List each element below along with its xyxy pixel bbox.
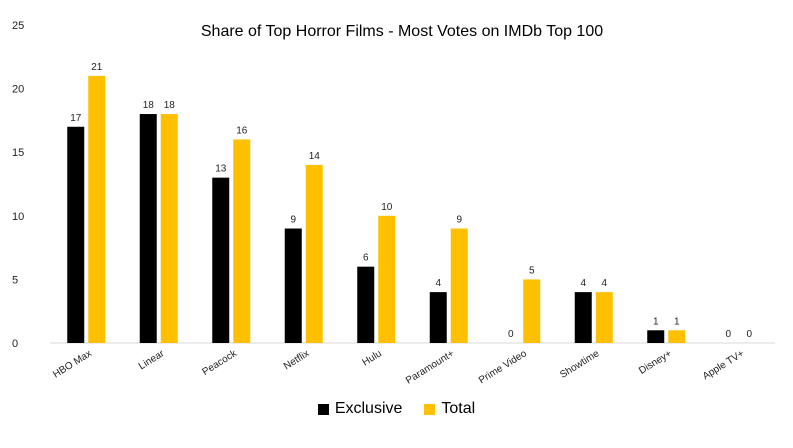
legend-swatch-total — [424, 403, 436, 415]
y-tick-label: 10 — [12, 211, 24, 223]
x-tick-label: Apple TV+ — [701, 348, 747, 382]
bar-exclusive — [647, 330, 665, 343]
y-tick-label: 15 — [12, 147, 24, 159]
data-label-exclusive: 4 — [580, 278, 586, 289]
x-tick-label: Paramount+ — [404, 348, 456, 386]
x-tick-label: Linear — [137, 348, 167, 372]
bar-total — [305, 164, 323, 343]
y-tick-label: 25 — [12, 20, 24, 32]
x-tick-label: Peacock — [200, 348, 239, 378]
data-label-total: 1 — [674, 316, 680, 327]
bar-exclusive — [67, 126, 85, 343]
data-label-total: 4 — [601, 278, 607, 289]
bar-total — [668, 330, 686, 343]
y-tick-label: 0 — [12, 338, 18, 350]
data-label-exclusive: 17 — [70, 113, 82, 124]
x-axis-ticks: HBO Max Linear Peacock Netflix Hulu Paramount… — [51, 348, 746, 387]
data-label-exclusive: 0 — [508, 329, 514, 340]
data-label-exclusive: 9 — [290, 215, 296, 226]
data-label-exclusive: 13 — [215, 164, 227, 175]
y-tick-label: 5 — [12, 274, 18, 286]
data-label-exclusive: 0 — [725, 329, 731, 340]
chart-title: Share of Top Horror Films - Most Votes o… — [201, 23, 603, 40]
x-tick-label: Netflix — [282, 348, 311, 372]
data-label-total: 18 — [164, 100, 176, 111]
bar-exclusive — [574, 292, 592, 343]
bar-exclusive — [212, 177, 230, 343]
data-label-exclusive: 1 — [653, 316, 659, 327]
bars — [67, 75, 686, 343]
data-label-total: 16 — [236, 125, 248, 136]
bar-total — [523, 279, 541, 343]
x-tick-label: Disney+ — [637, 348, 674, 377]
y-tick-label: 20 — [12, 84, 24, 96]
x-tick-label: Prime Video — [477, 348, 529, 386]
data-label-exclusive: 18 — [143, 100, 155, 111]
data-label-total: 10 — [381, 202, 393, 213]
data-label-total: 21 — [91, 62, 103, 73]
bar-exclusive — [284, 228, 302, 343]
legend-label-total: Total — [441, 400, 476, 417]
data-label-total: 9 — [456, 215, 462, 226]
bar-total — [233, 139, 251, 343]
bar-total — [595, 292, 613, 343]
legend-label-exclusive: Exclusive — [334, 400, 403, 417]
x-tick-label: Showtime — [558, 348, 601, 381]
y-axis-ticks: 0 5 10 15 20 25 — [12, 20, 24, 350]
data-label-exclusive: 6 — [363, 253, 369, 264]
bar-total — [88, 75, 106, 343]
x-tick-label: HBO Max — [51, 348, 94, 380]
data-label-total: 14 — [309, 151, 321, 162]
bar-total — [160, 114, 178, 343]
bar-exclusive — [139, 114, 157, 343]
legend-item-total: Total — [424, 400, 475, 418]
legend-swatch-exclusive — [317, 403, 329, 415]
legend: Exclusive Total — [0, 400, 793, 418]
bar-total — [378, 215, 396, 343]
data-label-exclusive: 4 — [435, 278, 441, 289]
legend-item-exclusive: Exclusive — [317, 400, 403, 418]
data-label-total: 0 — [746, 329, 752, 340]
x-tick-label: Hulu — [361, 348, 384, 368]
data-label-total: 5 — [529, 265, 535, 276]
bar-exclusive — [429, 292, 447, 343]
bar-total — [450, 228, 468, 343]
bar-exclusive — [357, 266, 375, 343]
